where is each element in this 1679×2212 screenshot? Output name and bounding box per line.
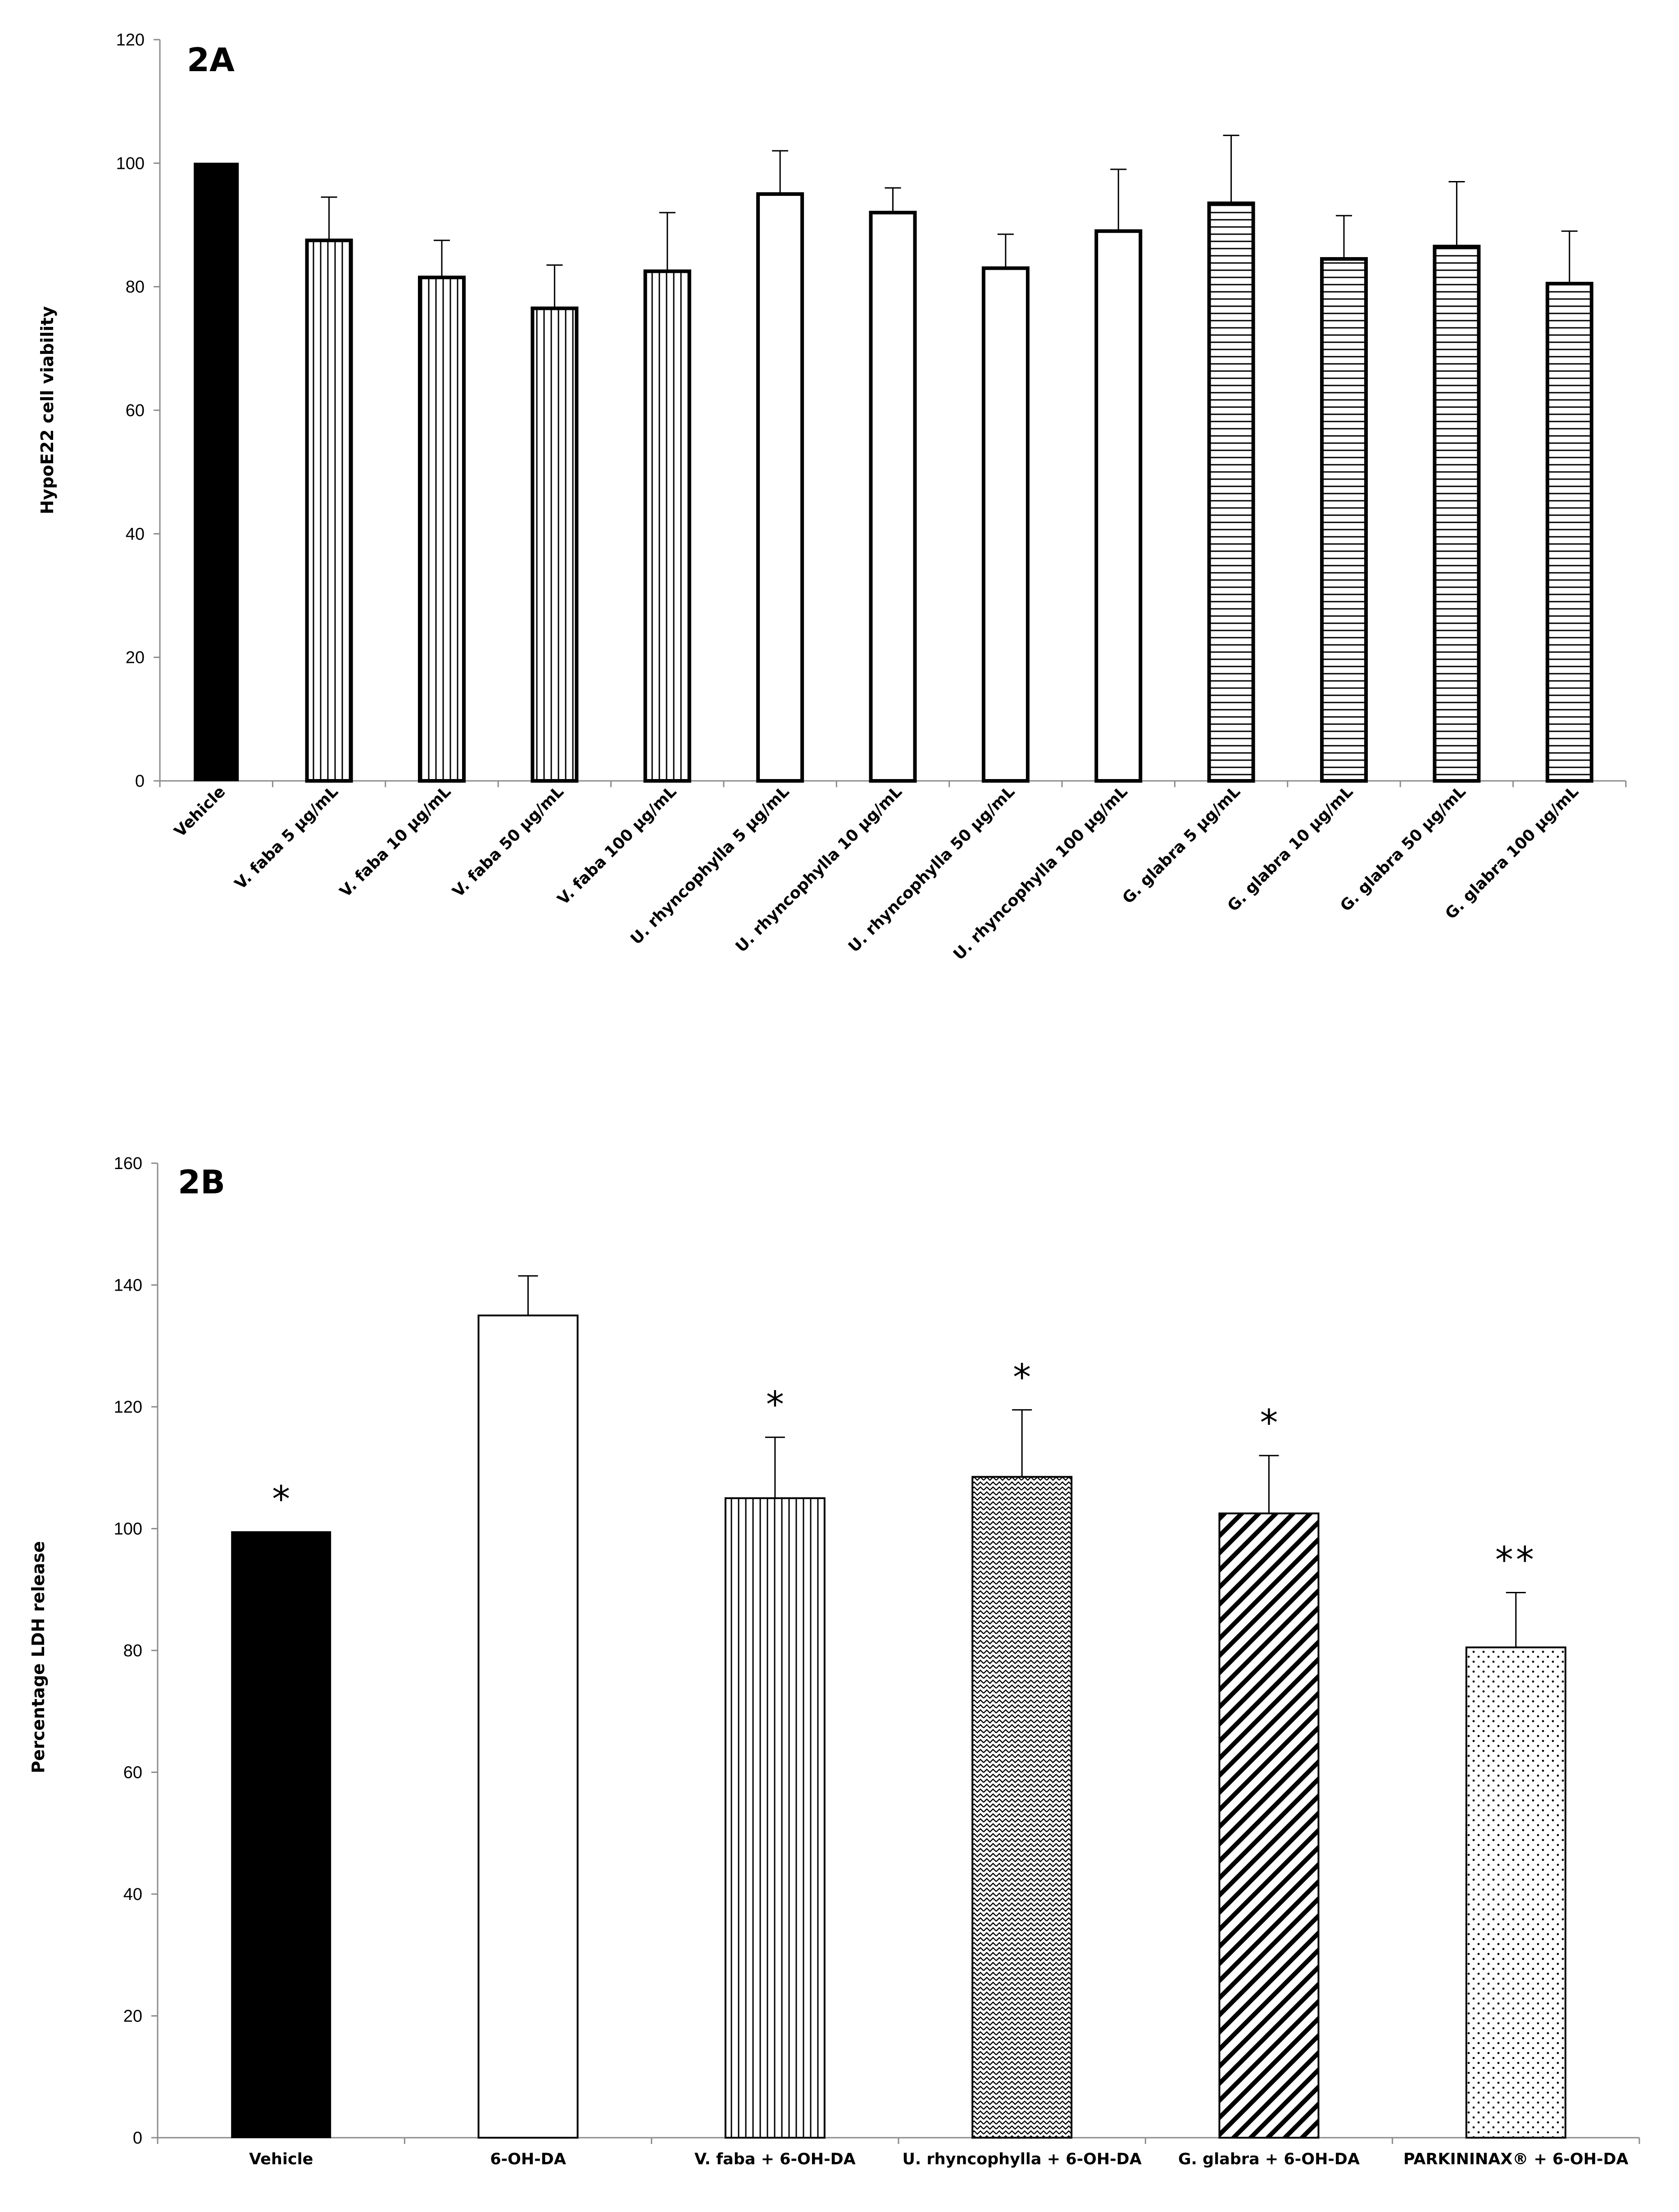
- x-tick-label: G. glabra 5 µg/mL: [1119, 783, 1244, 907]
- bar: [756, 192, 804, 783]
- x-tick-label: V. faba 100 µg/mL: [554, 783, 681, 909]
- panel-label: 2A: [187, 41, 235, 79]
- significance-marker: *: [1260, 1402, 1278, 1444]
- significance-marker: **: [1495, 1539, 1537, 1581]
- x-tick-label: V. faba 50 µg/mL: [449, 783, 567, 901]
- y-tick-label: 160: [114, 1154, 142, 1173]
- y-tick-label: 120: [114, 1398, 142, 1417]
- x-tick-label: Vehicle: [171, 783, 229, 841]
- y-tick-label: 80: [126, 278, 145, 297]
- significance-marker: *: [272, 1478, 290, 1520]
- bar: [531, 306, 579, 783]
- panel-label: 2B: [178, 1163, 225, 1201]
- bar: [981, 266, 1030, 783]
- y-axis-label: HypoE22 cell viability: [37, 306, 57, 514]
- x-tick-label: V. faba 10 µg/mL: [336, 783, 454, 901]
- bar: [1545, 281, 1593, 783]
- y-tick-label: 80: [123, 1641, 142, 1660]
- bar: [417, 276, 466, 783]
- y-tick-label: 60: [126, 401, 145, 420]
- bar: [231, 1531, 331, 2138]
- y-axis-label: Percentage LDH release: [28, 1541, 48, 1773]
- bar: [1094, 229, 1143, 783]
- x-tick-label: V. faba + 6-OH-DA: [694, 2150, 856, 2168]
- bar: [1218, 1512, 1320, 2139]
- chart-2b: 0 20 40 60 80 100 120 140 160 Percentage LDH rele…: [28, 1154, 1640, 2168]
- bar: [1207, 201, 1255, 783]
- y-tick-label: 60: [123, 1763, 142, 1782]
- significance-marker: *: [766, 1384, 784, 1426]
- bar: [643, 269, 691, 783]
- x-tick-label: 6-OH-DA: [490, 2150, 566, 2168]
- x-tick-label: G. glabra + 6-OH-DA: [1178, 2150, 1360, 2168]
- chart-2a: 0 20 40 60 80 100 120 HypoE22 cell viability 2A V…: [37, 31, 1627, 964]
- bar: [724, 1497, 826, 2139]
- y-tick-label: 0: [133, 2129, 142, 2148]
- y-tick-label: 40: [123, 1885, 142, 1904]
- x-tick-label: U. rhyncophylla + 6-OH-DA: [903, 2150, 1142, 2168]
- x-tick-label: G. glabra 10 µg/mL: [1224, 783, 1357, 915]
- bar: [971, 1476, 1073, 2139]
- y-tick-label: 100: [116, 154, 145, 173]
- y-tick-label: 140: [114, 1276, 142, 1295]
- y-tick-label: 20: [126, 648, 145, 667]
- bar: [1465, 1646, 1566, 2139]
- x-tick-label: G. glabra 50 µg/mL: [1337, 783, 1469, 915]
- bar: [869, 211, 917, 783]
- bar: [305, 238, 353, 783]
- y-tick-label: 120: [116, 31, 145, 50]
- x-tick-label: Vehicle: [249, 2150, 313, 2168]
- y-tick-label: 0: [135, 772, 145, 791]
- significance-marker: *: [1013, 1356, 1031, 1398]
- bar: [477, 1315, 579, 2139]
- y-tick-label: 40: [126, 525, 145, 544]
- bar: [194, 163, 239, 781]
- x-tick-label: PARKININAX® + 6-OH-DA: [1403, 2150, 1629, 2168]
- bar: [1320, 257, 1368, 783]
- x-tick-label: G. glabra 100 µg/mL: [1442, 783, 1583, 923]
- x-tick-label: V. faba 5 µg/mL: [231, 783, 342, 893]
- y-tick-label: 100: [114, 1520, 142, 1539]
- y-tick-label: 20: [123, 2007, 142, 2026]
- bar: [1433, 245, 1481, 783]
- x-tick-label: U. rhyncophylla 100 µg/mL: [950, 783, 1131, 964]
